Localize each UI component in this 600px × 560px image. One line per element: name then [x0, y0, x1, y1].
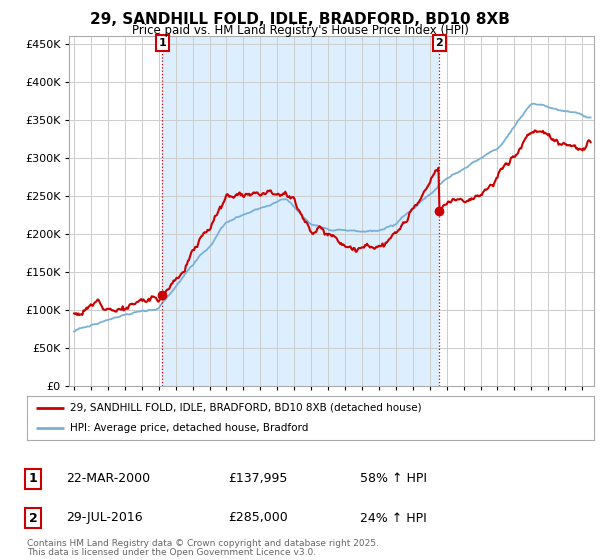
Text: 29, SANDHILL FOLD, IDLE, BRADFORD, BD10 8XB: 29, SANDHILL FOLD, IDLE, BRADFORD, BD10 … — [90, 12, 510, 27]
Text: 29, SANDHILL FOLD, IDLE, BRADFORD, BD10 8XB (detached house): 29, SANDHILL FOLD, IDLE, BRADFORD, BD10 … — [70, 403, 421, 413]
Text: Price paid vs. HM Land Registry's House Price Index (HPI): Price paid vs. HM Land Registry's House … — [131, 24, 469, 36]
Text: 2: 2 — [29, 511, 37, 525]
Text: HPI: Average price, detached house, Bradford: HPI: Average price, detached house, Brad… — [70, 423, 308, 433]
Text: 22-MAR-2000: 22-MAR-2000 — [66, 472, 150, 486]
Text: £285,000: £285,000 — [228, 511, 288, 525]
Text: 2: 2 — [436, 38, 443, 48]
Text: 1: 1 — [29, 472, 37, 486]
Text: 58% ↑ HPI: 58% ↑ HPI — [360, 472, 427, 486]
Text: £137,995: £137,995 — [228, 472, 287, 486]
Text: This data is licensed under the Open Government Licence v3.0.: This data is licensed under the Open Gov… — [27, 548, 316, 557]
Text: 24% ↑ HPI: 24% ↑ HPI — [360, 511, 427, 525]
Text: Contains HM Land Registry data © Crown copyright and database right 2025.: Contains HM Land Registry data © Crown c… — [27, 539, 379, 548]
Text: 29-JUL-2016: 29-JUL-2016 — [66, 511, 143, 525]
Bar — [163, 36, 439, 386]
Text: 1: 1 — [158, 38, 166, 48]
